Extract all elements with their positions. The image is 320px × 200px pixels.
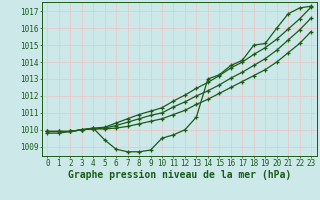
X-axis label: Graphe pression niveau de la mer (hPa): Graphe pression niveau de la mer (hPa) [68, 170, 291, 180]
